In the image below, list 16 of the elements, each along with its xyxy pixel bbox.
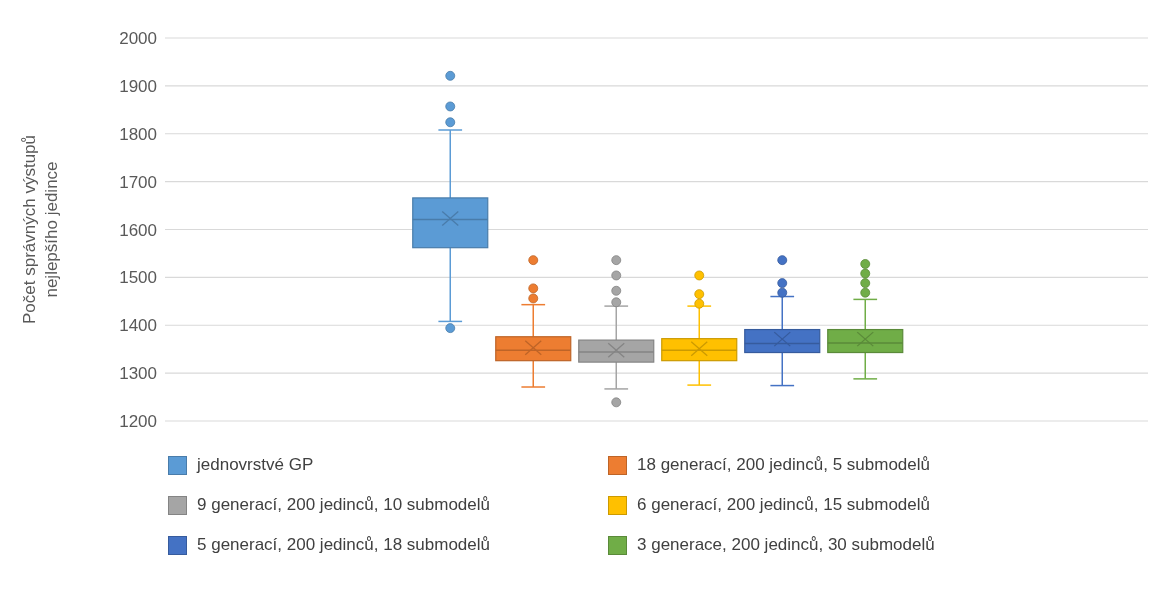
legend-label: 6 generací, 200 jedinců, 15 submodelů: [637, 495, 930, 515]
y-tick-label: 1200: [119, 412, 157, 432]
y-axis-title: Počet správných výstupů nejlepšího jedince: [20, 135, 61, 324]
y-tick-label: 1400: [119, 316, 157, 336]
legend-label: 5 generací, 200 jedinců, 18 submodelů: [197, 535, 490, 555]
legend-label: 18 generací, 200 jedinců, 5 submodelů: [637, 455, 930, 475]
y-tick-label: 1600: [119, 220, 157, 240]
y-tick-label: 1900: [119, 76, 157, 96]
legend-label: 9 generací, 200 jedinců, 10 submodelů: [197, 495, 490, 515]
y-tick-label: 1500: [119, 268, 157, 288]
y-tick-label: 1300: [119, 364, 157, 384]
y-tick-label: 1800: [119, 124, 157, 144]
legend-label: jednovrstvé GP: [197, 455, 314, 475]
y-tick-label: 1700: [119, 172, 157, 192]
y-tick-label: 2000: [119, 29, 157, 49]
legend-label: 3 generace, 200 jedinců, 30 submodelů: [637, 535, 935, 555]
